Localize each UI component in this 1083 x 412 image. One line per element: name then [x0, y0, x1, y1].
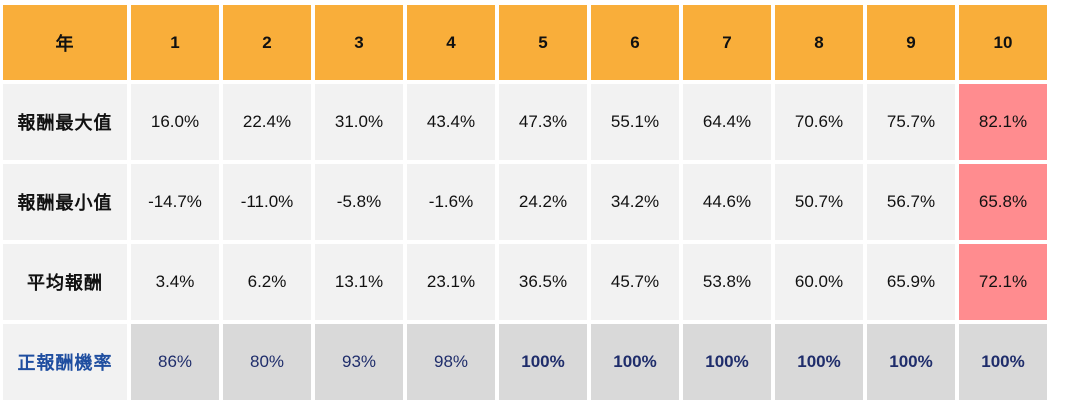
- min-return-cell-highlighted: 65.8%: [959, 164, 1047, 240]
- positive-probability-label: 正報酬機率: [3, 324, 127, 400]
- probability-cell: 100%: [959, 324, 1047, 400]
- year-header: 年: [3, 5, 127, 80]
- min-return-cell: 50.7%: [775, 164, 863, 240]
- max-return-cell: 22.4%: [223, 84, 311, 160]
- avg-return-cell: 6.2%: [223, 244, 311, 320]
- avg-return-cell: 65.9%: [867, 244, 955, 320]
- min-return-cell: 24.2%: [499, 164, 587, 240]
- min-return-cell: 56.7%: [867, 164, 955, 240]
- probability-cell: 93%: [315, 324, 403, 400]
- max-return-cell: 75.7%: [867, 84, 955, 160]
- max-return-cell: 70.6%: [775, 84, 863, 160]
- min-return-cell: 34.2%: [591, 164, 679, 240]
- year-6-header: 6: [591, 5, 679, 80]
- max-return-cell: 47.3%: [499, 84, 587, 160]
- year-7-header: 7: [683, 5, 771, 80]
- probability-cell: 80%: [223, 324, 311, 400]
- probability-cell: 98%: [407, 324, 495, 400]
- positive-probability-row: 正報酬機率 86% 80% 93% 98% 100% 100% 100% 100…: [3, 324, 1047, 400]
- min-return-cell: -11.0%: [223, 164, 311, 240]
- probability-cell: 86%: [131, 324, 219, 400]
- probability-cell: 100%: [683, 324, 771, 400]
- avg-return-cell: 36.5%: [499, 244, 587, 320]
- year-4-header: 4: [407, 5, 495, 80]
- max-return-row: 報酬最大值 16.0% 22.4% 31.0% 43.4% 47.3% 55.1…: [3, 84, 1047, 160]
- year-5-header: 5: [499, 5, 587, 80]
- avg-return-cell: 3.4%: [131, 244, 219, 320]
- year-3-header: 3: [315, 5, 403, 80]
- avg-return-cell: 60.0%: [775, 244, 863, 320]
- min-return-cell: -5.8%: [315, 164, 403, 240]
- max-return-cell: 43.4%: [407, 84, 495, 160]
- probability-cell: 100%: [867, 324, 955, 400]
- max-return-cell-highlighted: 82.1%: [959, 84, 1047, 160]
- max-return-cell: 31.0%: [315, 84, 403, 160]
- avg-return-row: 平均報酬 3.4% 6.2% 13.1% 23.1% 36.5% 45.7% 5…: [3, 244, 1047, 320]
- max-return-cell: 55.1%: [591, 84, 679, 160]
- min-return-cell: 44.6%: [683, 164, 771, 240]
- year-9-header: 9: [867, 5, 955, 80]
- probability-cell: 100%: [775, 324, 863, 400]
- avg-return-cell: 53.8%: [683, 244, 771, 320]
- avg-return-cell: 13.1%: [315, 244, 403, 320]
- avg-return-cell: 45.7%: [591, 244, 679, 320]
- probability-cell: 100%: [591, 324, 679, 400]
- max-return-label: 報酬最大值: [3, 84, 127, 160]
- header-row: 年 1 2 3 4 5 6 7 8 9 10: [3, 5, 1047, 80]
- min-return-cell: -1.6%: [407, 164, 495, 240]
- year-1-header: 1: [131, 5, 219, 80]
- avg-return-label: 平均報酬: [3, 244, 127, 320]
- avg-return-cell: 23.1%: [407, 244, 495, 320]
- returns-table: 年 1 2 3 4 5 6 7 8 9 10 報酬最大值 16.0% 22.4%…: [0, 1, 1051, 404]
- year-10-header: 10: [959, 5, 1047, 80]
- max-return-cell: 64.4%: [683, 84, 771, 160]
- min-return-label: 報酬最小值: [3, 164, 127, 240]
- max-return-cell: 16.0%: [131, 84, 219, 160]
- min-return-row: 報酬最小值 -14.7% -11.0% -5.8% -1.6% 24.2% 34…: [3, 164, 1047, 240]
- probability-cell: 100%: [499, 324, 587, 400]
- min-return-cell: -14.7%: [131, 164, 219, 240]
- year-2-header: 2: [223, 5, 311, 80]
- year-8-header: 8: [775, 5, 863, 80]
- avg-return-cell-highlighted: 72.1%: [959, 244, 1047, 320]
